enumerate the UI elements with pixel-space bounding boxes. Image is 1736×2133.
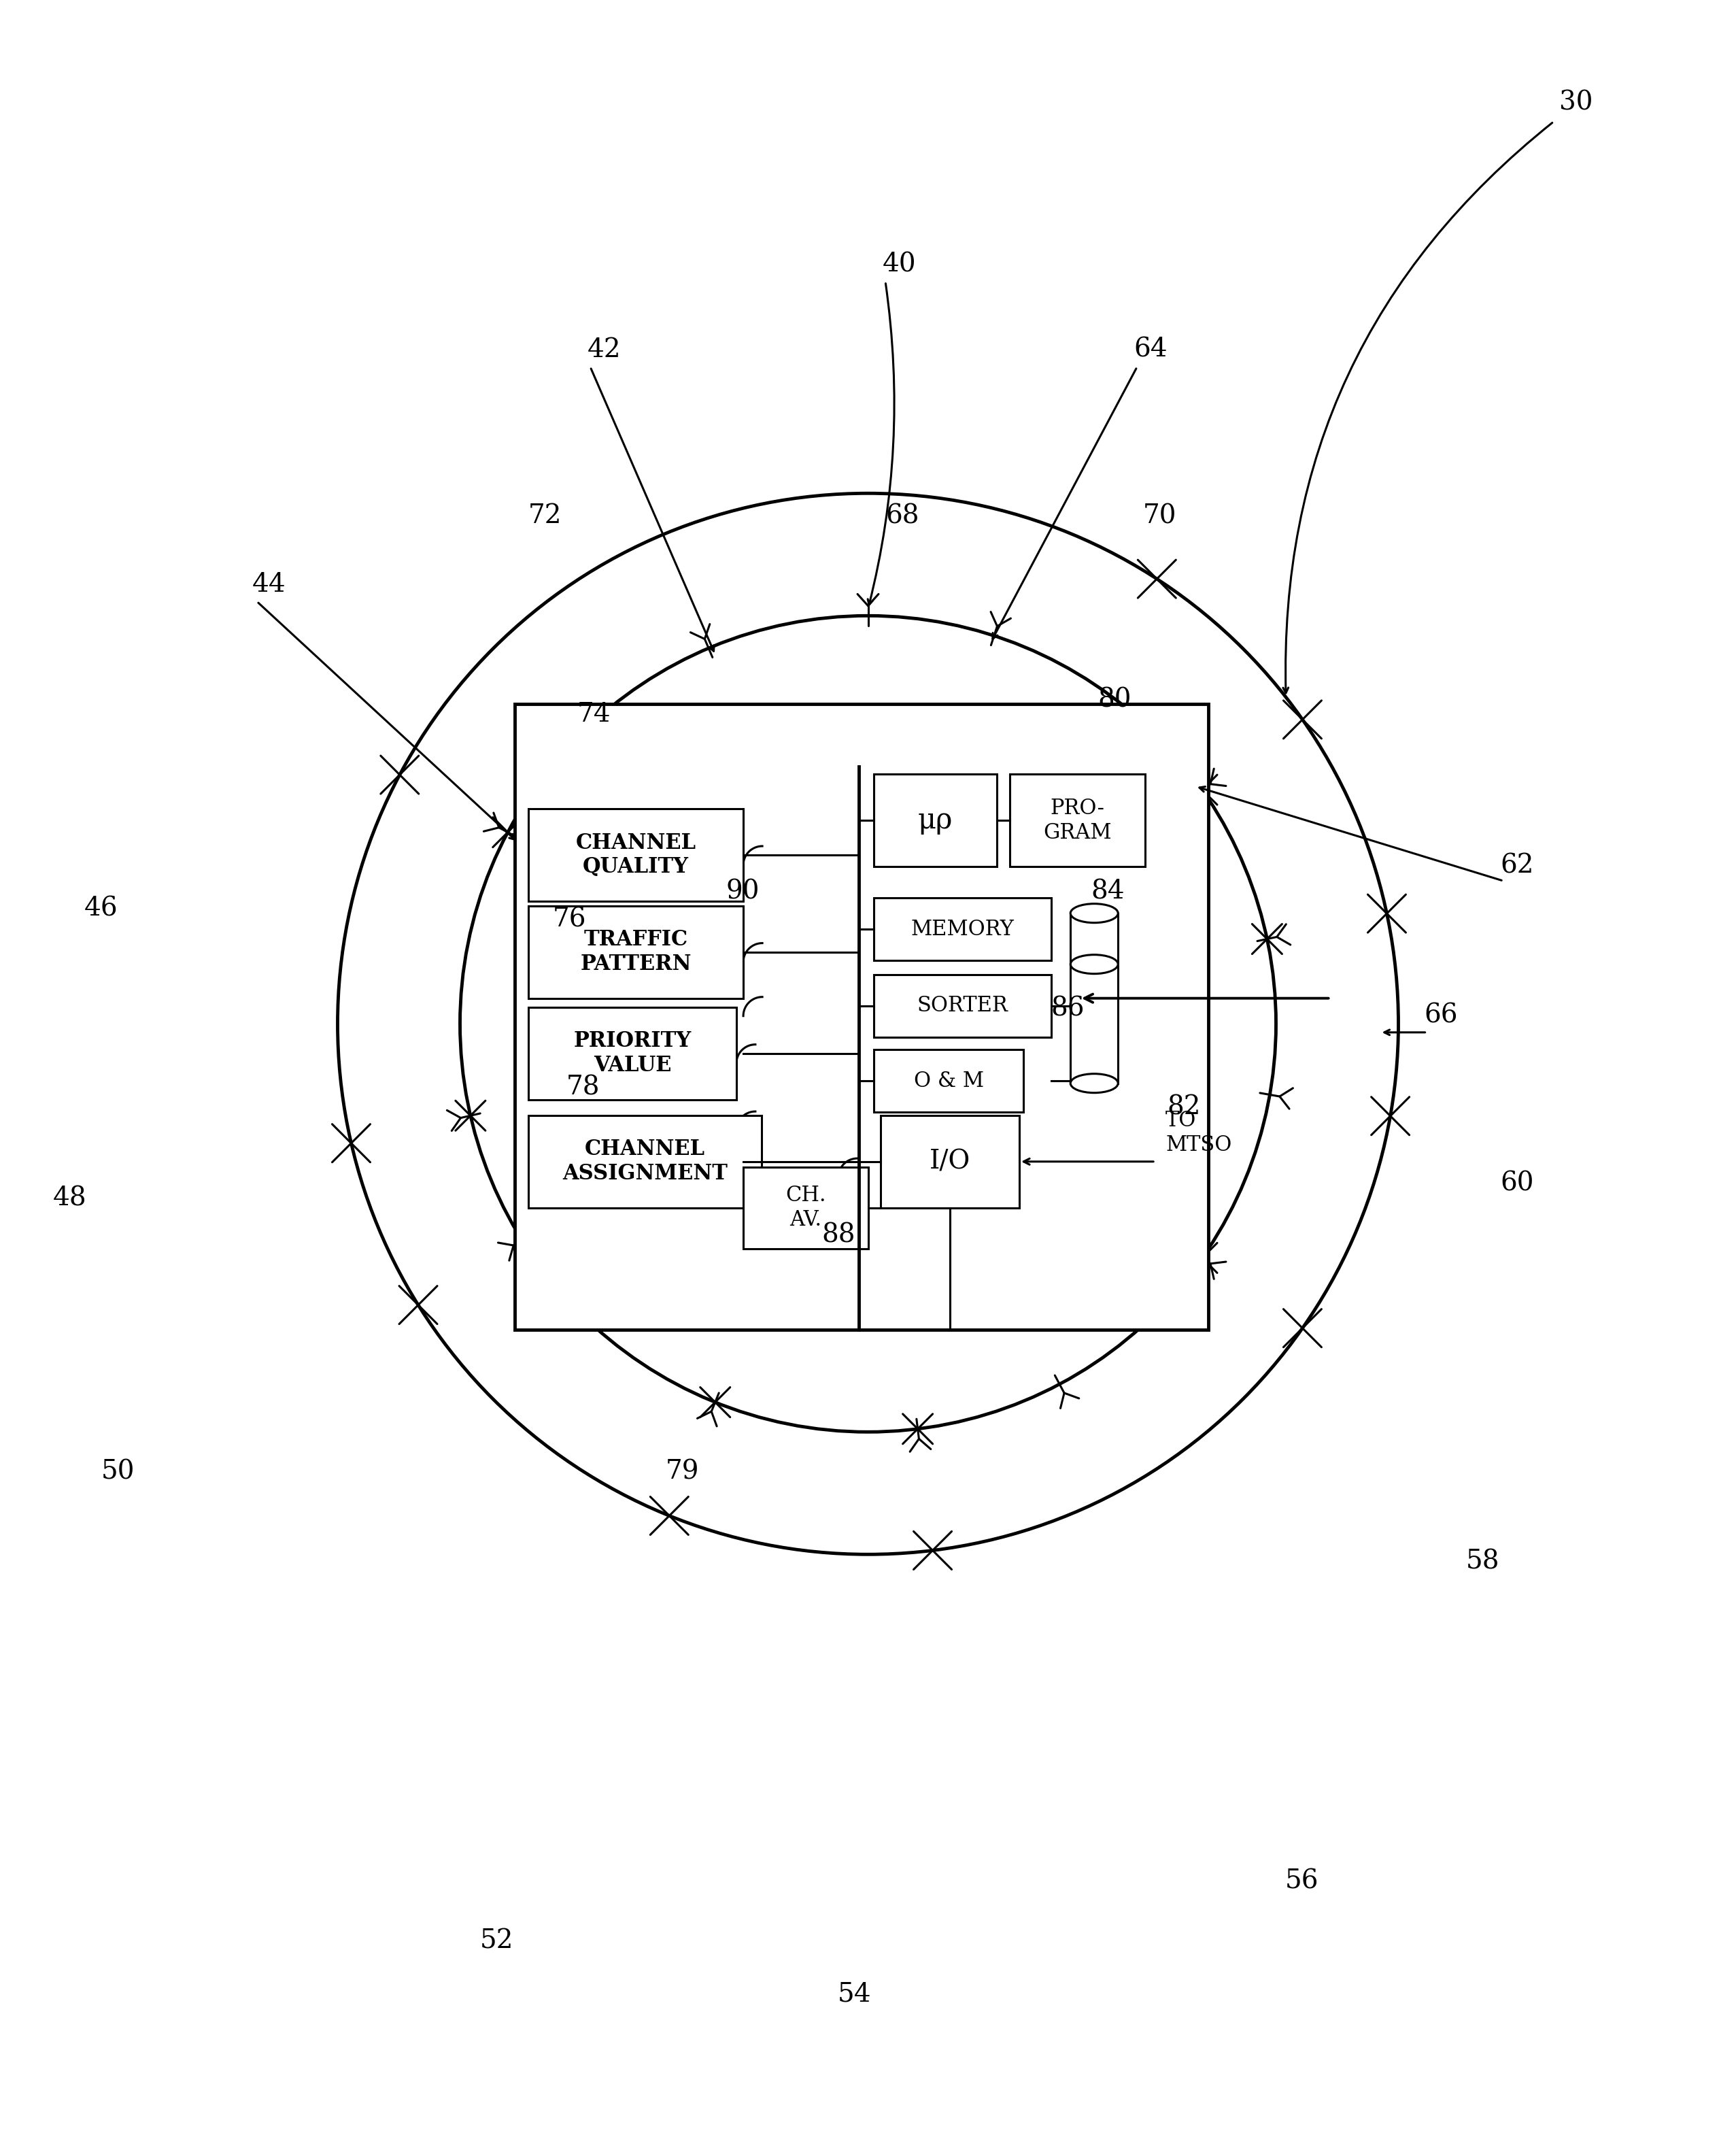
Text: 62: 62 (1500, 853, 1535, 879)
Bar (880, 1116, 1019, 1207)
Text: 42: 42 (587, 337, 621, 363)
Text: PRO-
GRAM: PRO- GRAM (1043, 798, 1111, 843)
Text: I/O: I/O (929, 1150, 970, 1173)
Text: MEMORY: MEMORY (911, 919, 1014, 941)
Text: 52: 52 (479, 1928, 514, 1954)
Text: 84: 84 (1090, 879, 1125, 904)
Text: 46: 46 (83, 896, 118, 921)
Bar (743, 1167, 868, 1248)
Text: 54: 54 (837, 1982, 871, 2007)
Text: CHANNEL
ASSIGNMENT: CHANNEL ASSIGNMENT (562, 1139, 727, 1184)
Text: 70: 70 (1142, 503, 1177, 529)
Text: 90: 90 (726, 879, 760, 904)
Text: O & M: O & M (913, 1071, 984, 1092)
Bar (1010, 774, 1144, 866)
Text: PRIORITY
VALUE: PRIORITY VALUE (573, 1030, 691, 1075)
Text: 30: 30 (1559, 90, 1594, 115)
Bar (873, 774, 996, 866)
Bar (873, 975, 1052, 1037)
Text: 50: 50 (101, 1459, 135, 1485)
Text: 72: 72 (528, 503, 562, 529)
Text: 68: 68 (885, 503, 920, 529)
Text: 88: 88 (821, 1222, 856, 1248)
Text: 82: 82 (1167, 1094, 1201, 1120)
Text: 80: 80 (1097, 687, 1132, 712)
Bar (1071, 913, 1118, 1084)
Bar (873, 898, 1052, 960)
Bar (528, 1007, 736, 1101)
Bar (873, 1049, 1024, 1111)
Text: 74: 74 (576, 702, 611, 727)
Text: 66: 66 (1424, 1003, 1458, 1028)
Text: SORTER: SORTER (917, 996, 1009, 1015)
Text: 44: 44 (252, 572, 286, 597)
Text: 76: 76 (552, 907, 587, 932)
Bar (528, 907, 743, 998)
Text: 58: 58 (1465, 1549, 1500, 1574)
Text: 79: 79 (665, 1459, 700, 1485)
Text: 48: 48 (52, 1186, 87, 1212)
Text: TO
MTSO: TO MTSO (1165, 1111, 1233, 1156)
Text: 64: 64 (1134, 337, 1168, 363)
Bar (528, 808, 743, 902)
Text: CH.
AV.: CH. AV. (785, 1186, 826, 1231)
Text: 56: 56 (1285, 1869, 1319, 1894)
Ellipse shape (1071, 1073, 1118, 1092)
Text: 78: 78 (566, 1075, 601, 1101)
Text: μρ: μρ (918, 806, 953, 834)
Text: 40: 40 (882, 252, 917, 277)
Text: 86: 86 (1050, 996, 1085, 1022)
Bar (528, 1116, 762, 1207)
Text: CHANNEL
QUALITY: CHANNEL QUALITY (576, 832, 696, 877)
Bar (514, 704, 1208, 1329)
Text: 60: 60 (1500, 1171, 1535, 1197)
Text: TRAFFIC
PATTERN: TRAFFIC PATTERN (580, 930, 691, 975)
Ellipse shape (1071, 904, 1118, 924)
